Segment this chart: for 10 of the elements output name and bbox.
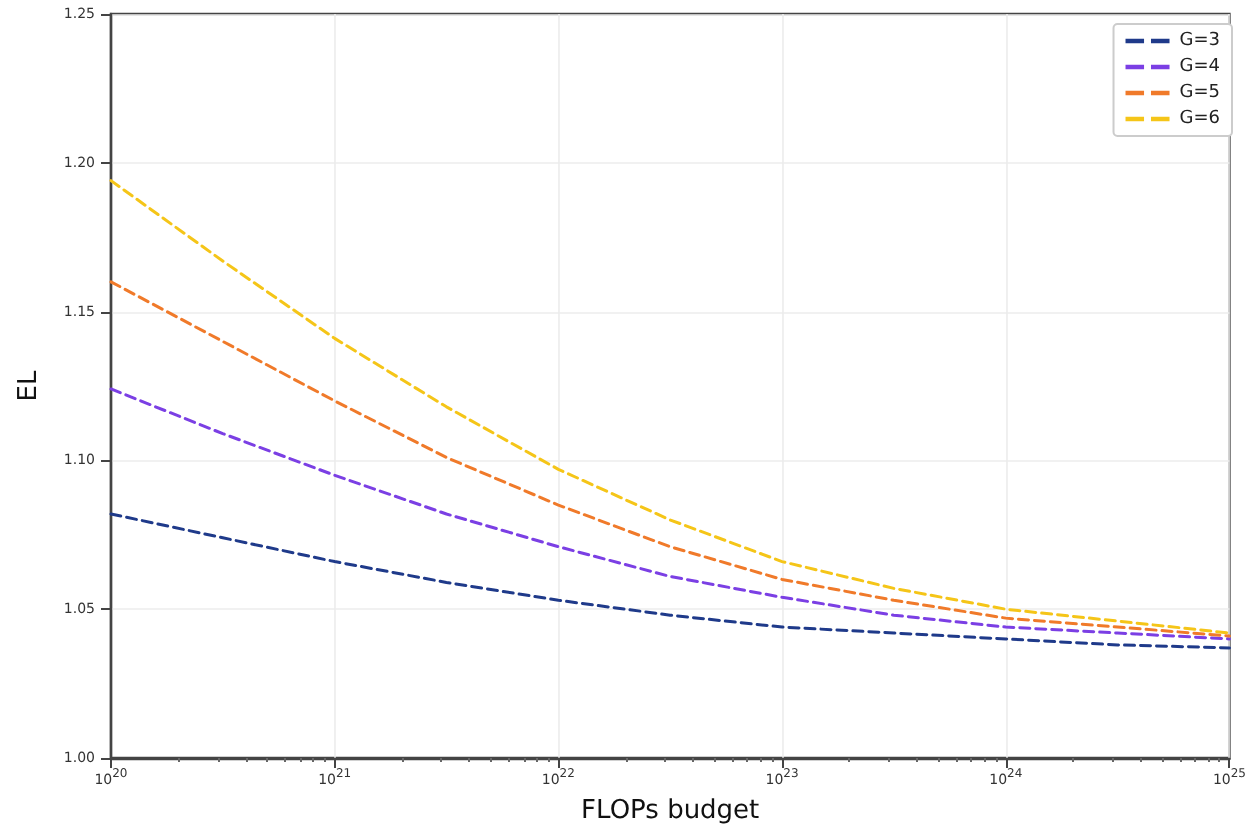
line-series xyxy=(109,280,1231,638)
y-axis-title: EL xyxy=(14,369,44,402)
x-axis-title: FLOPs budget xyxy=(581,796,760,826)
legend-label: G=4 xyxy=(1179,57,1221,77)
legend-label: G=5 xyxy=(1179,83,1221,103)
line-series xyxy=(109,512,1231,650)
line-series xyxy=(109,179,1231,635)
legend-label: G=6 xyxy=(1179,109,1221,129)
legend-label: G=3 xyxy=(1179,31,1221,51)
line-series xyxy=(109,387,1231,641)
